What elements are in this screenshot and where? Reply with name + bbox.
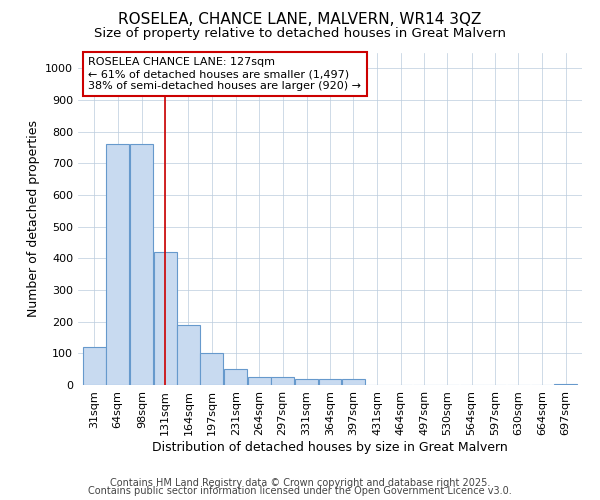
Bar (130, 144, 153, 385)
Bar (177, 325, 200, 385)
Text: Size of property relative to detached houses in Great Malvern: Size of property relative to detached ho… (94, 28, 506, 40)
Bar (554, 384, 577, 385)
Bar (83, 347, 106, 385)
Bar (295, 378, 318, 385)
Text: ROSELEA CHANCE LANE: 127sqm
← 61% of detached houses are smaller (1,497)
38% of : ROSELEA CHANCE LANE: 127sqm ← 61% of det… (88, 58, 361, 90)
Bar (106, 144, 129, 385)
Bar (248, 377, 271, 385)
Text: Contains public sector information licensed under the Open Government Licence v3: Contains public sector information licen… (88, 486, 512, 496)
Bar (154, 252, 176, 385)
X-axis label: Distribution of detached houses by size in Great Malvern: Distribution of detached houses by size … (152, 440, 508, 454)
Y-axis label: Number of detached properties: Number of detached properties (26, 120, 40, 318)
Bar (319, 378, 341, 385)
Bar (271, 377, 294, 385)
Bar (224, 369, 247, 385)
Text: Contains HM Land Registry data © Crown copyright and database right 2025.: Contains HM Land Registry data © Crown c… (110, 478, 490, 488)
Text: ROSELEA, CHANCE LANE, MALVERN, WR14 3QZ: ROSELEA, CHANCE LANE, MALVERN, WR14 3QZ (118, 12, 482, 28)
Bar (200, 354, 223, 385)
Bar (342, 378, 365, 385)
